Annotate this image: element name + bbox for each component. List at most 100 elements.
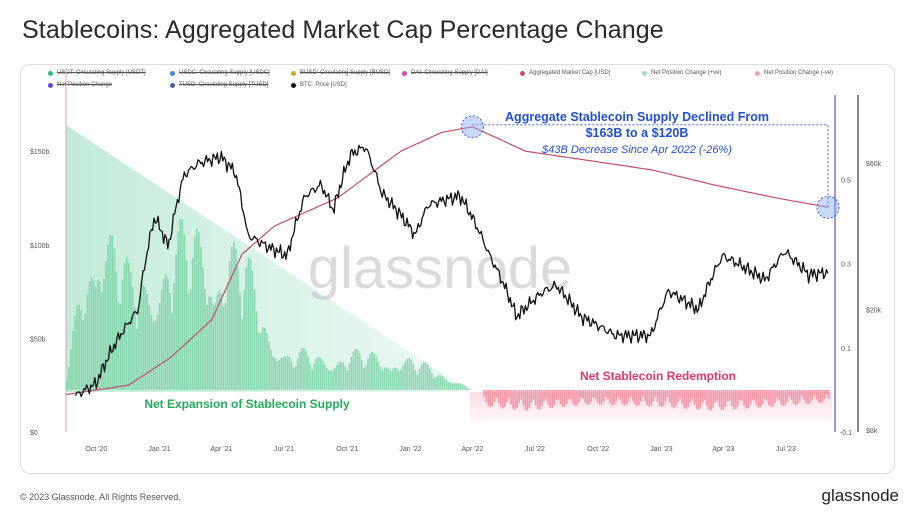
net-change-negative-bar [590, 389, 593, 402]
net-change-negative-bar [656, 389, 659, 403]
net-change-positive-bar [363, 368, 365, 390]
net-change-positive-bar [274, 357, 276, 390]
net-change-negative-bar [561, 389, 564, 407]
net-change-positive-bar [119, 303, 122, 390]
x-tick-label: Jul '22 [525, 446, 545, 453]
legend-item[interactable]: Net Position Change (-ve) [755, 70, 833, 76]
net-change-positive-bar [381, 370, 384, 390]
net-change-positive-bar [325, 367, 328, 390]
legend-label: Net Position Change (+ve) [651, 70, 722, 76]
net-change-positive-bar [76, 306, 78, 390]
net-change-negative-bar [592, 389, 595, 398]
net-change-positive-bar [204, 288, 206, 390]
net-change-negative-bar [794, 389, 797, 406]
net-change-negative-bar [578, 389, 580, 403]
y-mid-tick-label: 0.5 [841, 177, 851, 184]
x-tick-label: Jul '21 [274, 446, 294, 453]
net-change-negative-bar [547, 389, 549, 405]
legend-item[interactable]: TUSD: Circulating Supply [TUSD] [170, 82, 268, 88]
net-change-negative-bar [483, 389, 485, 397]
net-change-negative-bar [506, 389, 508, 403]
net-change-positive-bar [74, 315, 76, 390]
net-change-positive-bar [290, 361, 293, 390]
legend-item[interactable]: Net Position Change [48, 82, 112, 88]
net-change-positive-bar [288, 357, 291, 390]
net-change-negative-bar [617, 389, 620, 398]
net-change-positive-bar [138, 307, 140, 390]
net-change-negative-bar [772, 389, 774, 407]
net-change-negative-bar [510, 389, 512, 405]
net-change-positive-bar [193, 236, 196, 390]
net-change-negative-bar [693, 389, 696, 405]
net-change-positive-bar [195, 228, 198, 390]
net-change-negative-bar [671, 389, 673, 407]
legend-label: BUSD: Circulating Supply [BUSD] [300, 70, 391, 76]
net-change-negative-bar [677, 389, 679, 403]
y-mid-tick-label: -0.1 [840, 430, 852, 437]
y-mid-tick-label: 0.1 [841, 346, 851, 353]
net-change-negative-bar [611, 389, 613, 406]
net-change-positive-bar [144, 286, 146, 390]
net-change-positive-bar [470, 389, 472, 390]
net-change-positive-bar [105, 261, 107, 390]
net-change-positive-bar [70, 349, 72, 390]
net-change-positive-bar [297, 358, 299, 390]
net-change-positive-bar [348, 363, 351, 390]
net-change-negative-bar [605, 389, 607, 398]
net-change-negative-bar [631, 389, 634, 401]
net-change-negative-bar [646, 389, 648, 406]
net-change-negative-bar [712, 389, 714, 408]
legend-swatch [755, 70, 760, 76]
net-change-negative-bar [574, 389, 576, 406]
net-change-positive-bar [169, 292, 171, 390]
net-change-negative-bar [823, 389, 826, 399]
legend-item[interactable]: DAI: Circulating Supply [DAI] [402, 70, 488, 76]
net-change-negative-bar [553, 389, 556, 406]
legend-item[interactable]: USDC: Circulating Supply [USDC] [170, 70, 270, 76]
net-change-negative-bar [718, 389, 721, 407]
net-change-negative-bar [741, 389, 743, 401]
legend-item[interactable]: Net Position Change (+ve) [642, 70, 722, 76]
legend-item[interactable]: Aggregated Market Cap [USD] [520, 70, 610, 76]
net-change-positive-bar [377, 361, 380, 390]
net-change-positive-bar [303, 348, 305, 390]
net-change-positive-bar [406, 358, 408, 390]
net-change-negative-bar [537, 389, 539, 410]
net-change-positive-bar [66, 380, 68, 390]
net-change-negative-bar [619, 389, 622, 401]
net-change-positive-bar [132, 287, 134, 390]
net-change-positive-bar [68, 366, 70, 390]
y-right-tick-label: $8k [866, 428, 878, 435]
net-change-negative-bar [658, 389, 661, 406]
legend-item[interactable]: BUSD: Circulating Supply [BUSD] [291, 70, 390, 76]
net-change-positive-bar [270, 349, 272, 390]
net-change-positive-bar [171, 312, 173, 390]
net-change-negative-bar [745, 389, 747, 409]
y-right-tick-label: $60k [866, 161, 882, 168]
net-change-positive-bar [468, 388, 470, 390]
net-change-positive-bar [416, 374, 419, 390]
net-change-positive-bar [342, 362, 345, 390]
net-change-positive-bar [367, 358, 369, 390]
net-change-negative-bar [516, 389, 518, 408]
net-change-positive-bar [352, 351, 355, 390]
net-change-positive-bar [336, 364, 338, 390]
net-change-negative-bar [534, 389, 537, 406]
net-change-positive-bar [208, 296, 210, 390]
net-change-negative-bar [759, 389, 762, 408]
x-tick-label: Oct '22 [587, 446, 609, 453]
net-change-positive-bar [216, 294, 219, 390]
net-change-positive-bar [402, 365, 404, 390]
net-change-negative-bar [798, 389, 801, 401]
net-change-negative-bar [551, 389, 554, 409]
legend-item[interactable]: USDT: Circulating Supply [USDT] [48, 70, 146, 76]
net-change-positive-bar [78, 304, 80, 390]
net-change-positive-bar [181, 219, 184, 390]
legend-item[interactable]: BTC: Price [USD] [291, 82, 347, 88]
net-change-positive-bar [224, 302, 227, 390]
net-change-positive-bar [445, 380, 448, 390]
net-change-positive-bar [422, 362, 425, 390]
net-change-positive-bar [272, 356, 274, 390]
legend-label: USDT: Circulating Supply [USDT] [57, 70, 146, 76]
net-change-positive-bar [94, 286, 97, 390]
